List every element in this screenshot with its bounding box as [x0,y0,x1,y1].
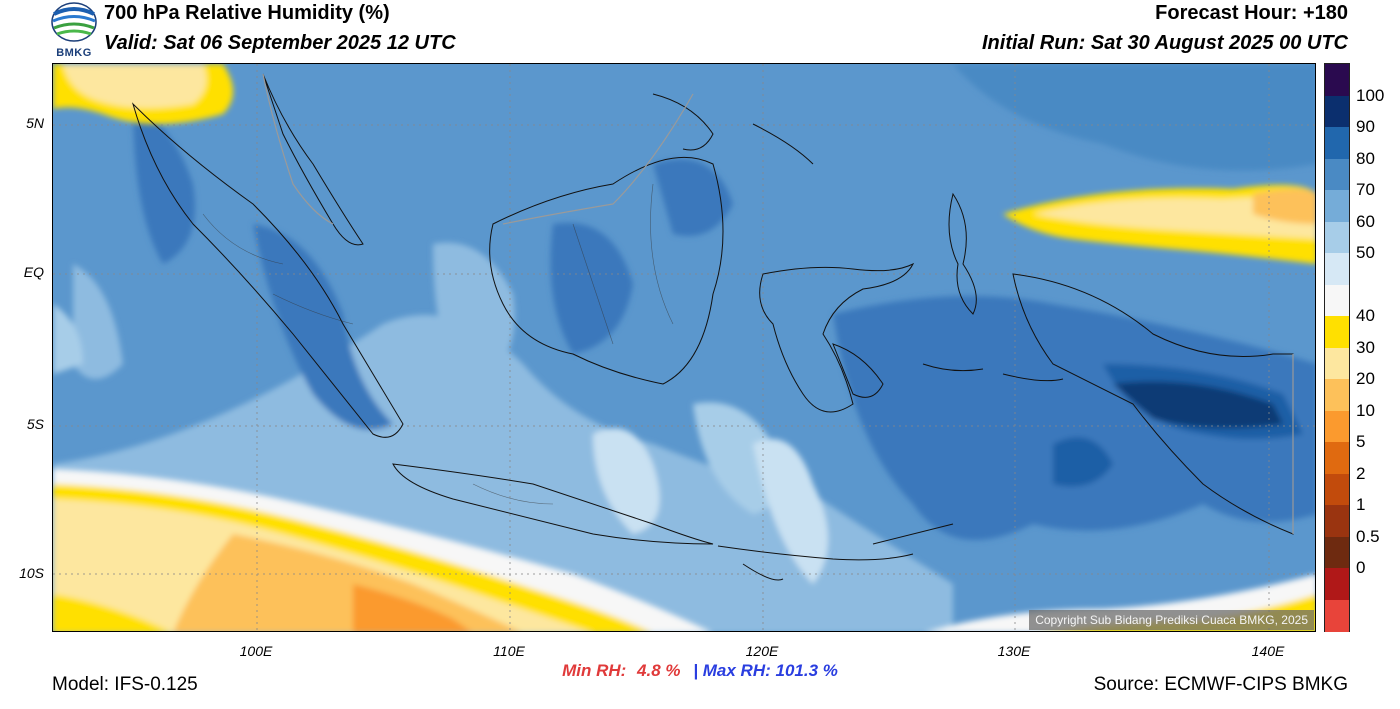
colorbar-segment [1325,127,1349,159]
lat-label-eq: EQ [23,264,44,280]
copyright-notice: Copyright Sub Bidang Prediksi Cuaca BMKG… [1029,610,1314,630]
country-borders [262,73,1294,534]
map-title: 700 hPa Relative Humidity (%) [104,2,390,24]
colorbar-label: 0.5 [1356,526,1380,546]
colorbar-label: 40 [1356,306,1375,325]
colorbar-segment [1325,568,1349,600]
colorbar-segment [1325,347,1349,380]
bmkg-logo: BMKG [50,2,98,60]
lon-label-140e: 140E [1251,643,1285,659]
colorbar-label: 30 [1356,337,1375,357]
min-rh-label: Min RH: [562,661,627,680]
map-grid [53,64,1315,631]
colorbar-label: 90 [1356,117,1375,136]
lat-label-5s: 5S [26,416,44,432]
colorbar-label: 2 [1356,463,1366,483]
colorbar-segment [1325,284,1349,317]
colorbar-segment [1325,316,1349,348]
humidity-map: Copyright Sub Bidang Prediksi Cuaca BMKG… [52,63,1316,632]
colorbar-label: 100 [1356,85,1385,105]
colorbar-segment [1325,599,1349,632]
lat-label-10s: 10S [19,565,44,581]
lon-label-120e: 120E [745,643,779,659]
colorbar-segment [1325,190,1349,222]
colorbar-segment [1325,95,1349,128]
colorbar-segment [1325,221,1349,254]
model-label: Model: IFS-0.125 [52,674,198,695]
colorbar-label: 70 [1356,180,1375,199]
colorbar-segment [1325,379,1349,411]
colorbar-segment [1325,410,1349,443]
colorbar-label: 20 [1356,369,1375,388]
colorbar-label: 1 [1356,495,1366,514]
rh-stats: Min RH: 4.8 % | Max RH: 101.3 % [0,661,1400,681]
colorbar-label: 60 [1356,211,1375,231]
forecast-hour: Forecast Hour: +180 [1155,2,1348,24]
max-rh-value: 101.3 % [775,661,838,680]
colorbar-segment [1325,536,1349,569]
logo-text: BMKG [56,47,92,59]
colorbar-segment [1325,158,1349,191]
colorbar-segment [1325,442,1349,474]
lon-label-100e: 100E [239,643,273,659]
valid-time: Valid: Sat 06 September 2025 12 UTC [104,32,456,54]
colorbar-label: 80 [1356,148,1375,168]
initial-run: Initial Run: Sat 30 August 2025 00 UTC [981,32,1348,54]
colorbar-label: 5 [1356,432,1366,451]
colorbar [1324,63,1350,632]
lon-label-110e: 110E [493,643,525,659]
colorbar-segment [1325,253,1349,285]
source-label: Source: ECMWF-CIPS BMKG [1093,674,1348,695]
bmkg-logo-icon [51,2,97,42]
colorbar-segment [1325,64,1349,96]
lon-label-130e: 130E [997,643,1031,659]
stats-separator: | [693,661,699,680]
colorbar-segment [1325,505,1349,537]
colorbar-segment [1325,473,1349,506]
colorbar-label: 0 [1356,558,1366,577]
coastlines [131,73,1294,581]
lat-label-5n: 5N [26,115,44,131]
colorbar-label: 50 [1356,243,1375,262]
humidity-field [53,64,1315,631]
max-rh-label: Max RH: [702,661,771,680]
min-rh-value: 4.8 % [637,661,681,680]
colorbar-label: 10 [1356,400,1375,420]
